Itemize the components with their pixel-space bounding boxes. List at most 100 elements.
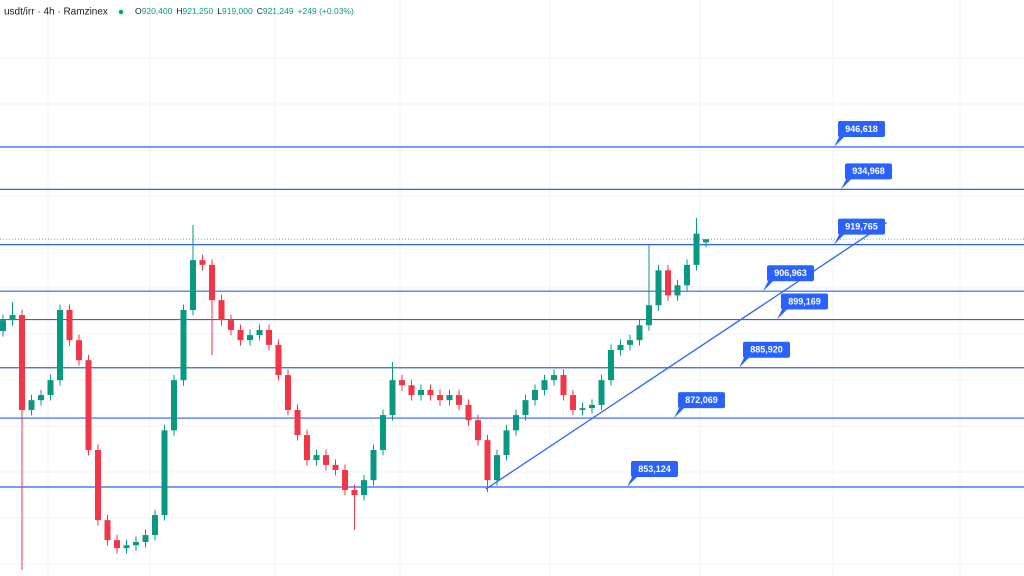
candle bbox=[617, 339, 624, 356]
label-pointer bbox=[739, 355, 751, 368]
candle bbox=[275, 339, 282, 381]
candle bbox=[446, 389, 453, 406]
candle-body bbox=[152, 515, 158, 536]
candle-body bbox=[684, 264, 690, 286]
candle-body bbox=[589, 404, 595, 409]
candle-body bbox=[9, 315, 16, 321]
candle bbox=[380, 409, 386, 456]
candle bbox=[598, 374, 605, 411]
candle-body bbox=[655, 270, 662, 306]
candle-body bbox=[237, 329, 244, 341]
candle bbox=[190, 224, 196, 316]
candle bbox=[142, 529, 149, 548]
candle-body bbox=[313, 455, 320, 461]
candle bbox=[256, 324, 263, 341]
candle bbox=[465, 399, 472, 426]
candle bbox=[228, 314, 234, 336]
candle-body bbox=[161, 430, 168, 516]
candle-body bbox=[275, 344, 282, 376]
candle-body bbox=[399, 380, 405, 386]
ohlc-value: 921,250 bbox=[183, 6, 214, 16]
candle bbox=[38, 389, 44, 406]
candle bbox=[693, 217, 700, 271]
candle bbox=[484, 434, 491, 493]
candle-body bbox=[617, 344, 624, 350]
level-label: 919,765 bbox=[845, 222, 878, 232]
candle bbox=[313, 449, 320, 466]
candle-body bbox=[693, 233, 700, 265]
candle bbox=[703, 239, 709, 248]
ohlc-value: 921,249 bbox=[263, 6, 294, 16]
candle bbox=[608, 344, 614, 386]
candle-body bbox=[636, 325, 643, 341]
candle bbox=[522, 394, 529, 421]
candle-body bbox=[95, 449, 101, 521]
candle-body bbox=[190, 260, 196, 310]
candle-body bbox=[408, 385, 415, 396]
candle-body bbox=[133, 541, 139, 546]
candle-body bbox=[104, 520, 111, 541]
candle bbox=[541, 374, 548, 396]
candle-body bbox=[465, 404, 472, 421]
candle-body bbox=[228, 320, 234, 330]
level-label: 872,069 bbox=[685, 395, 718, 405]
level-label: 946,618 bbox=[845, 124, 878, 134]
candle bbox=[551, 369, 557, 386]
trend-line bbox=[485, 222, 887, 490]
candle-body bbox=[456, 395, 462, 405]
candle-body bbox=[570, 395, 576, 410]
label-pointer bbox=[674, 406, 686, 419]
candle bbox=[47, 374, 54, 401]
ohlc-value: 919,000 bbox=[222, 6, 253, 16]
candle-body bbox=[76, 340, 82, 361]
candle bbox=[209, 259, 215, 356]
candle-body bbox=[171, 380, 177, 431]
candle-body bbox=[665, 270, 671, 296]
level-label: 853,124 bbox=[638, 464, 671, 474]
candle bbox=[674, 279, 681, 301]
level-label-box bbox=[781, 293, 828, 310]
candle bbox=[152, 509, 158, 541]
candle bbox=[437, 389, 443, 406]
candle-body bbox=[19, 315, 25, 410]
level-label-box bbox=[845, 163, 892, 180]
candle bbox=[361, 474, 367, 501]
label-pointer bbox=[763, 279, 775, 292]
candle-body bbox=[0, 320, 6, 332]
candle bbox=[627, 334, 633, 351]
ohlc-key: C bbox=[257, 6, 263, 16]
candle bbox=[123, 539, 130, 554]
candle-body bbox=[522, 400, 529, 416]
candle bbox=[456, 389, 462, 411]
candle bbox=[28, 394, 35, 416]
candle-body bbox=[446, 395, 453, 401]
candle bbox=[560, 369, 567, 401]
candle-body bbox=[541, 380, 548, 390]
candle-body bbox=[38, 395, 44, 401]
candle bbox=[655, 264, 662, 311]
candle-body bbox=[342, 469, 348, 490]
candle bbox=[370, 444, 377, 486]
candle-body bbox=[66, 309, 73, 341]
level-label: 934,968 bbox=[852, 166, 885, 176]
candle bbox=[199, 254, 206, 271]
candle-body bbox=[579, 408, 586, 410]
level-label-box bbox=[631, 460, 678, 477]
level-label-box bbox=[838, 121, 885, 137]
candle bbox=[532, 384, 538, 406]
level-label-box bbox=[767, 265, 814, 282]
candle bbox=[85, 354, 92, 456]
candle-body bbox=[294, 409, 301, 436]
level-label: 906,963 bbox=[774, 268, 807, 278]
candle-body bbox=[285, 375, 291, 410]
candle bbox=[646, 245, 652, 331]
candle-body bbox=[427, 389, 434, 396]
candle bbox=[218, 294, 225, 326]
candle bbox=[389, 361, 396, 421]
candle bbox=[304, 429, 310, 466]
candle bbox=[418, 384, 424, 401]
candle bbox=[95, 444, 101, 526]
candle-body bbox=[256, 329, 263, 336]
ohlc-value: 920,400 bbox=[142, 6, 173, 16]
candle-body bbox=[123, 545, 130, 549]
